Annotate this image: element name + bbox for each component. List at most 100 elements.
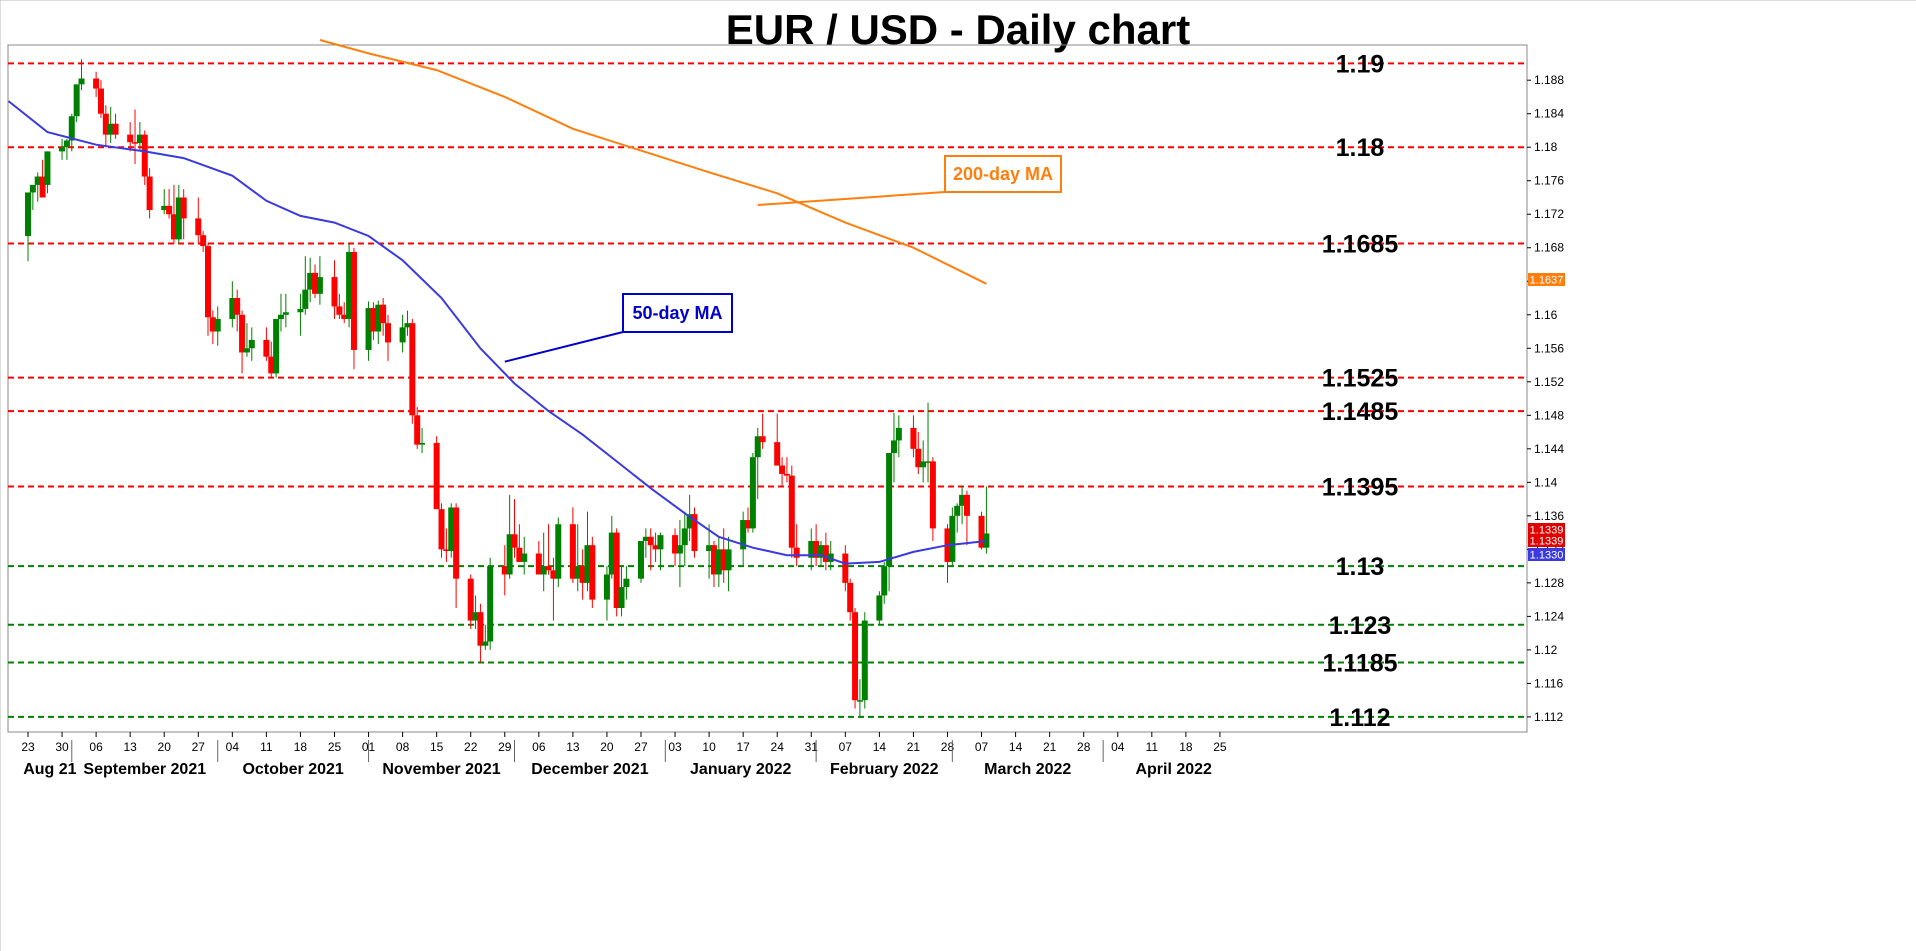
- candle-body: [890, 440, 897, 454]
- x-tick-label: 27: [634, 740, 648, 754]
- candle-body: [603, 574, 610, 600]
- candle-body: [453, 507, 460, 579]
- x-tick-label: 31: [805, 740, 819, 754]
- candle-body: [740, 520, 747, 550]
- candle-body: [239, 314, 246, 353]
- month-label: Aug 21: [23, 761, 76, 778]
- candle-body: [745, 520, 752, 529]
- x-tick-label: 17: [736, 740, 750, 754]
- x-tick-label: 11: [1146, 740, 1159, 754]
- ma-line: [7, 100, 987, 565]
- candle-body: [623, 578, 630, 588]
- level-label: 1.1685: [1322, 231, 1399, 259]
- candle-body: [25, 192, 31, 237]
- candle-body: [779, 465, 786, 474]
- candle-body: [852, 612, 859, 701]
- x-tick-label: 22: [464, 740, 478, 754]
- candle-body: [759, 436, 766, 443]
- candle-body: [370, 308, 377, 332]
- candle-body: [336, 306, 343, 315]
- candle-body: [963, 494, 970, 516]
- candle-body: [676, 545, 683, 554]
- candle-body: [613, 532, 620, 609]
- y-tick-label: 1.148: [1534, 408, 1564, 422]
- month-label: January 2022: [690, 761, 792, 778]
- y-tick-label: 1.116: [1534, 676, 1563, 690]
- candle-body: [983, 533, 990, 548]
- candle-body: [93, 78, 100, 89]
- candle-body: [710, 545, 717, 575]
- month-label: September 2021: [83, 761, 206, 778]
- annotation-box: [622, 293, 733, 333]
- price-badge-label: 1.1339: [1530, 525, 1564, 537]
- candle-body: [229, 298, 236, 319]
- candle-body: [200, 235, 207, 247]
- y-tick-label: 1.188: [1534, 73, 1564, 87]
- month-label: March 2022: [984, 761, 1071, 778]
- candle-body: [817, 545, 824, 558]
- month-label: April 2022: [1135, 761, 1212, 778]
- candle-body: [511, 534, 518, 548]
- candle-body: [959, 494, 966, 506]
- candle-body: [749, 457, 756, 529]
- candle-body: [861, 620, 868, 701]
- price-badge-label: 1.1330: [1530, 550, 1564, 562]
- candle-body: [127, 134, 134, 143]
- candle-body: [78, 78, 85, 85]
- candle-body: [847, 582, 854, 613]
- x-tick-label: 06: [532, 740, 546, 754]
- candle-body: [929, 461, 936, 529]
- y-tick-label: 1.12: [1534, 643, 1558, 657]
- candle-body: [170, 214, 177, 240]
- candle-body: [73, 84, 80, 117]
- x-tick-label: 04: [1111, 740, 1125, 754]
- candle-body: [881, 566, 888, 596]
- candle-body: [647, 536, 654, 546]
- candle-body: [589, 545, 596, 600]
- candle-body: [312, 272, 319, 294]
- y-tick-label: 1.16: [1534, 308, 1558, 322]
- x-tick-label: 25: [1213, 740, 1227, 754]
- x-tick-label: 07: [975, 740, 989, 754]
- y-tick-label: 1.152: [1534, 375, 1564, 389]
- x-tick-label: 07: [839, 740, 853, 754]
- x-tick-label: 30: [55, 740, 69, 754]
- candle-body: [433, 442, 440, 510]
- x-tick-label: 21: [907, 740, 921, 754]
- x-tick-label: 13: [566, 740, 580, 754]
- x-tick-label: 24: [771, 740, 785, 754]
- candle-body: [419, 442, 426, 445]
- level-label: 1.1485: [1322, 398, 1399, 426]
- annotation-box: [944, 155, 1062, 193]
- candle-body: [380, 304, 387, 324]
- candle-body: [925, 461, 932, 463]
- level-label: 1.123: [1329, 612, 1392, 640]
- candle-body: [876, 595, 883, 621]
- candle-body: [886, 453, 893, 567]
- y-tick-label: 1.172: [1534, 207, 1564, 221]
- candle-body: [550, 570, 557, 579]
- month-label: December 2021: [531, 761, 649, 778]
- price-badge-label: 1.1339: [1530, 536, 1564, 548]
- candle-body: [915, 448, 922, 468]
- candle-body: [516, 547, 523, 562]
- candle-body: [788, 475, 795, 548]
- candle-body: [263, 339, 270, 357]
- candle-body: [195, 218, 202, 236]
- candle-body: [302, 289, 309, 309]
- candle-body: [555, 524, 562, 579]
- candle-body: [277, 314, 284, 319]
- y-tick-label: 1.124: [1534, 609, 1564, 623]
- x-tick-label: 28: [1077, 740, 1091, 754]
- level-label: 1.1395: [1322, 474, 1399, 502]
- candle-body: [706, 545, 713, 552]
- candle-body: [487, 566, 494, 642]
- x-tick-label: 18: [1179, 740, 1193, 754]
- candle-body: [822, 545, 829, 562]
- y-tick-label: 1.14: [1534, 475, 1558, 489]
- candle-body: [608, 532, 615, 575]
- candle-body: [842, 553, 849, 583]
- candle-body: [477, 612, 484, 646]
- month-label: February 2022: [830, 761, 939, 778]
